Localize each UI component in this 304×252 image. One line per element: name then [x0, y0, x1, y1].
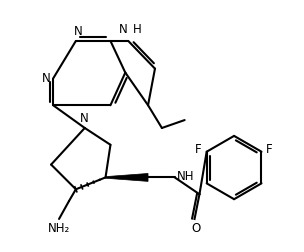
Text: N: N: [41, 72, 50, 85]
Text: N: N: [74, 25, 82, 38]
Text: NH: NH: [177, 170, 194, 183]
Text: N: N: [119, 23, 127, 36]
Text: N: N: [79, 112, 88, 125]
Text: F: F: [195, 143, 202, 156]
Text: F: F: [265, 143, 272, 156]
Text: H: H: [133, 23, 142, 36]
Text: NH₂: NH₂: [48, 222, 70, 235]
Polygon shape: [105, 173, 148, 181]
Text: O: O: [191, 222, 200, 235]
